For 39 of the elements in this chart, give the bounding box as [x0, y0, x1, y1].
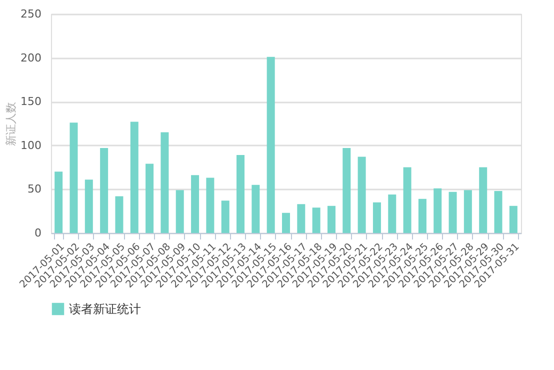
y-axis-title: 新证人数: [4, 102, 18, 146]
bar: [100, 148, 108, 233]
y-tick-label: 50: [28, 182, 42, 196]
y-tick-label: 250: [20, 8, 42, 20]
y-tick-label: 100: [20, 138, 42, 152]
bar: [464, 190, 472, 233]
bar: [84, 180, 93, 233]
bar: [54, 172, 63, 233]
bar: [358, 156, 366, 233]
bar: [191, 175, 200, 233]
bar: [297, 204, 306, 233]
bar: [403, 167, 412, 233]
bar: [236, 155, 245, 233]
bar: [434, 188, 442, 233]
bar: [115, 196, 124, 233]
bar: [282, 212, 290, 233]
y-tick-label: 0: [34, 226, 42, 240]
bar: [206, 178, 214, 233]
bar: [327, 206, 336, 233]
y-tick-label: 150: [20, 95, 42, 108]
bar: [479, 167, 488, 233]
bar: [221, 200, 230, 233]
bar: [509, 206, 518, 233]
bar: [448, 192, 457, 233]
bar: [160, 132, 169, 233]
bar: [146, 164, 154, 233]
bar: [494, 190, 502, 233]
bar: [342, 148, 351, 233]
bar: [70, 122, 78, 233]
bar: [418, 198, 426, 233]
bar: [130, 122, 138, 233]
bar: [312, 208, 320, 233]
bar: [372, 202, 381, 233]
y-tick-label: 200: [20, 51, 42, 64]
bar: [388, 194, 396, 233]
bar: [252, 184, 260, 233]
legend-label: 读者新证统计: [69, 302, 141, 316]
bar: [266, 56, 275, 233]
bar: [176, 190, 184, 233]
